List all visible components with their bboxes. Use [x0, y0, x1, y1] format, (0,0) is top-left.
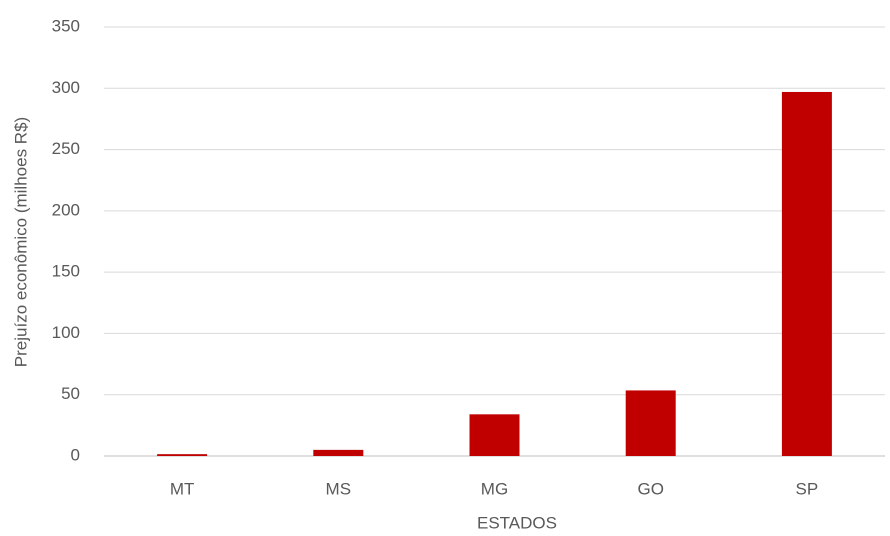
x-tick-label: MT — [170, 479, 195, 498]
y-tick-label: 100 — [52, 323, 80, 342]
y-tick-label: 50 — [61, 384, 80, 403]
y-tick-label: 250 — [52, 139, 80, 158]
y-tick-label: 300 — [52, 78, 80, 97]
x-tick-label: GO — [637, 479, 663, 498]
y-axis-title: Prejuízo econômico (milhoes R$) — [11, 117, 30, 367]
y-tick-label: 350 — [52, 16, 80, 35]
y-tick-label: 150 — [52, 262, 80, 281]
x-tick-label: MS — [326, 479, 352, 498]
bar — [781, 91, 832, 456]
bar — [625, 390, 676, 456]
bar — [313, 449, 364, 456]
x-tick-label: SP — [796, 479, 819, 498]
bar — [469, 414, 520, 456]
x-tick-label: MG — [481, 479, 508, 498]
y-tick-label: 200 — [52, 200, 80, 219]
bar — [157, 454, 208, 456]
y-tick-label: 0 — [71, 445, 80, 464]
x-axis-title: ESTADOS — [477, 513, 557, 532]
